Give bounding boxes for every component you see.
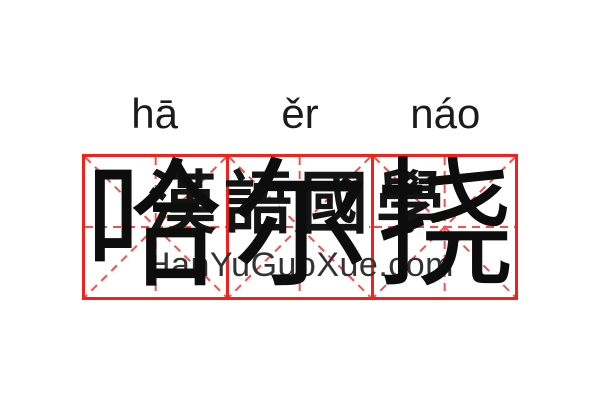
pinyin-syllable-3: náo — [410, 90, 481, 137]
grid-guide-lines-icon — [373, 157, 515, 297]
pinyin-syllable-1: hā — [131, 90, 179, 137]
hanzi-character-1: 哈 — [84, 145, 225, 308]
hanzi-character-2: 尔 — [229, 145, 370, 308]
site-watermark-url: HanYuGuoXue.com — [145, 246, 455, 284]
grid-guide-lines-icon — [85, 157, 227, 297]
mizige-grid — [82, 154, 518, 300]
mizige-cell-3 — [370, 154, 518, 300]
hanzi-row: 哈 尔 挠 — [82, 154, 518, 300]
grid-guide-lines-icon — [229, 157, 371, 297]
hanzi-character-3: 挠 — [375, 145, 516, 308]
pinyin-row: hā ěr náo — [82, 88, 518, 140]
site-watermark-cjk: 漢語國學 — [147, 164, 452, 244]
pinyin-syllable-2: ěr — [281, 90, 319, 137]
